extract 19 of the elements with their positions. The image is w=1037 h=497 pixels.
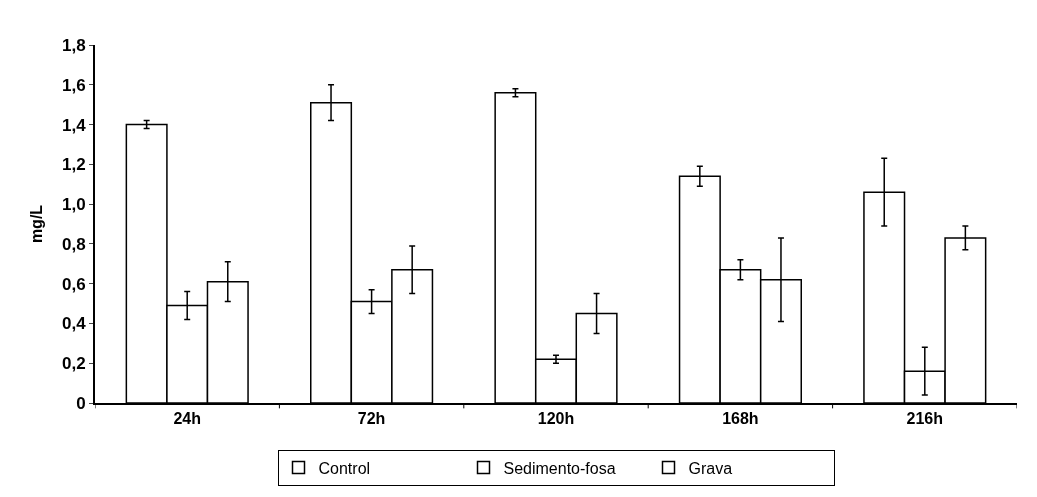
y-tick-label: 0	[76, 393, 86, 413]
y-axis-title: mg/L	[28, 204, 46, 244]
y-tick-label: 1,8	[61, 35, 86, 55]
y-tick-label: 0,4	[61, 314, 87, 334]
y-tick-label: 1,2	[61, 155, 86, 175]
x-tick-label: 120h	[537, 410, 575, 428]
y-tick-label: 0,6	[61, 274, 86, 294]
legend-label: Grava	[688, 459, 733, 477]
x-tick-label: 24h	[173, 410, 201, 428]
y-tick-label: 1,4	[61, 115, 87, 135]
x-tick-label: 168h	[722, 410, 759, 428]
legend-label: Control	[318, 459, 371, 477]
y-tick-label: 0,8	[61, 234, 86, 254]
y-tick-label: 1,6	[61, 75, 86, 95]
legend-label: Sedimento-fosa	[503, 459, 616, 477]
x-tick-label: 216h	[906, 410, 944, 428]
y-tick-label: 1,0	[61, 195, 86, 215]
x-tick-label: 72h	[357, 410, 386, 428]
y-tick-label: 0,2	[61, 354, 86, 374]
